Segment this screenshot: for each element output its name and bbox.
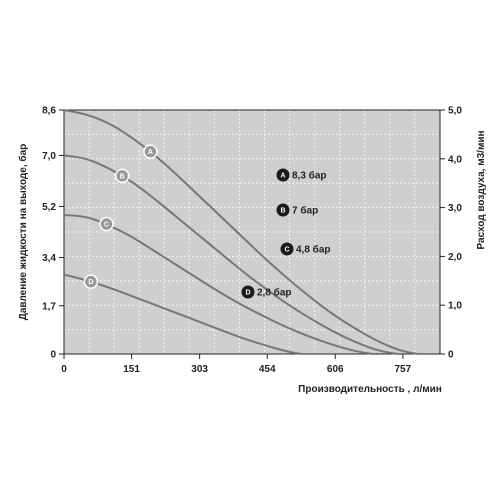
legend-item-d: D 2,8 бар bbox=[241, 285, 292, 299]
y-tick-label: 0 bbox=[50, 350, 56, 361]
y2-tick-label: 1,0 bbox=[448, 301, 462, 312]
legend-item-a: A 8,3 бар bbox=[276, 168, 327, 182]
legend-label: 4,8 бар bbox=[296, 244, 331, 256]
y2-tick-label: 5,0 bbox=[448, 106, 462, 117]
x-tick-label: 151 bbox=[123, 364, 140, 375]
legend-label: 8,3 бар bbox=[292, 170, 327, 182]
legend-label: 7 бар bbox=[292, 205, 318, 217]
x-axis-ticks: 0 151 303 454 606 757 bbox=[61, 354, 412, 375]
curve-labels: A B C D bbox=[83, 144, 158, 289]
curve-label-d: D bbox=[83, 274, 99, 289]
curve-label-b: B bbox=[114, 168, 130, 184]
curve-label-a: A bbox=[143, 144, 158, 159]
legend-badge-text: C bbox=[284, 247, 289, 254]
y-tick-label: 1,7 bbox=[42, 301, 56, 312]
legend-badge-text: D bbox=[245, 290, 250, 297]
y-tick-label: 3,4 bbox=[42, 253, 56, 264]
curve-label-text: D bbox=[88, 279, 93, 286]
legend: A 8,3 бар B 7 бар C 4,8 бар D 2,8 бар bbox=[241, 168, 331, 299]
plot-border bbox=[63, 109, 441, 355]
y-tick-label: 8,6 bbox=[42, 106, 56, 117]
y-tick-label: 5,2 bbox=[42, 202, 56, 213]
curve-label-c: C bbox=[99, 216, 114, 232]
y-axis-title: Давление жидкости на выходе, бар bbox=[17, 144, 29, 321]
x-tick-label: 303 bbox=[191, 364, 208, 375]
series-line-b bbox=[63, 154, 398, 355]
y2-tick-label: 3,0 bbox=[448, 203, 462, 214]
x-tick-label: 0 bbox=[61, 364, 67, 375]
y2-tick-label: 2,0 bbox=[448, 252, 462, 263]
legend-badge-text: A bbox=[280, 173, 285, 180]
legend-badge-text: B bbox=[280, 208, 285, 215]
x-tick-label: 606 bbox=[327, 364, 344, 375]
y2-tick-label: 0 bbox=[448, 350, 454, 361]
grid bbox=[63, 109, 441, 355]
legend-item-c: C 4,8 бар bbox=[280, 242, 331, 256]
curve-label-text: C bbox=[104, 222, 109, 229]
y2-tick-label: 4,0 bbox=[448, 154, 462, 165]
x-axis-title: Производительность , л/мин bbox=[298, 384, 442, 395]
y2-axis-title: Расход воздуха, м3/мин bbox=[476, 130, 487, 249]
y-tick-label: 7,0 bbox=[42, 151, 56, 162]
series-line-a bbox=[63, 109, 418, 355]
y2-axis-ticks: 0 1,0 2,0 3,0 4,0 5,0 bbox=[440, 106, 462, 361]
x-tick-label: 757 bbox=[395, 364, 412, 375]
x-tick-label: 454 bbox=[259, 364, 276, 375]
legend-label: 2,8 бар bbox=[257, 287, 292, 299]
legend-item-b: B 7 бар bbox=[276, 203, 318, 217]
curve-label-text: A bbox=[148, 149, 153, 156]
y-axis-ticks: 0 1,7 3,4 5,2 7,0 8,6 bbox=[42, 106, 64, 361]
curve-label-text: B bbox=[120, 173, 125, 180]
